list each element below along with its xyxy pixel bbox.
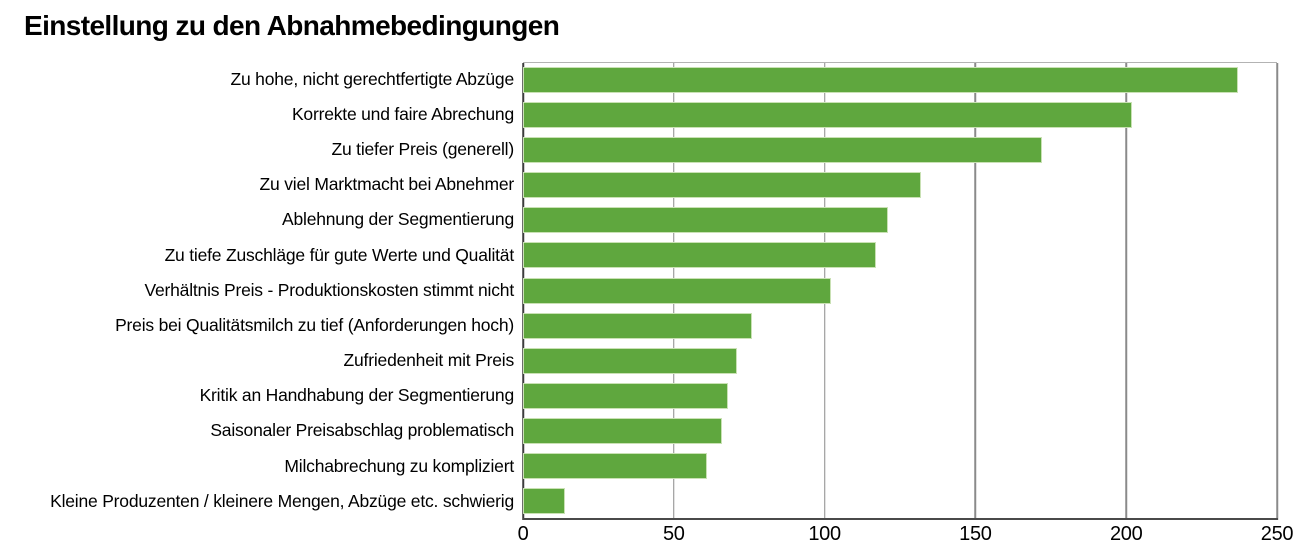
bar-track [523,453,1277,480]
category-label: Zu viel Marktmacht bei Abnehmer [259,174,515,195]
bar [523,66,1238,93]
chart-title: Einstellung zu den Abnahmebedingungen [24,10,560,41]
x-tick-label: 100 [808,523,841,545]
bar-track [523,382,1277,409]
category-label: Milchabrechung zu kompliziert [284,455,514,476]
gridline [974,63,977,520]
bar-row: Zu hohe, nicht gerechtfertigte Abzüge [0,62,1308,97]
bar-row: Milchabrechung zu kompliziert [0,449,1308,484]
x-tick-label: 150 [959,523,992,545]
bar-row: Kleine Produzenten / kleinere Mengen, Ab… [0,484,1308,519]
bar-row: Zu tiefe Zuschläge für gute Werte und Qu… [0,238,1308,273]
bar-row: Korrekte und faire Abrechung [0,97,1308,132]
bar-rows: Zu hohe, nicht gerechtfertigte Abzüge Kor… [0,62,1308,519]
bar-track [523,312,1277,339]
gridline [1276,63,1278,520]
bar [523,312,753,339]
bar-row: Kritik an Handhabung der Segmentierung [0,378,1308,413]
bar-track [523,207,1277,234]
category-label: Verhältnis Preis - Produktionskosten sti… [144,279,514,300]
category-label: Korrekte und faire Abrechung [291,103,514,124]
category-label: Zu tiefer Preis (generell) [331,139,514,160]
bar-track [523,418,1277,445]
bar-track [523,101,1277,128]
bar [523,453,707,480]
category-label: Ablehnung der Segmentierung [282,209,514,230]
bar-row: Zu viel Marktmacht bei Abnehmer [0,167,1308,202]
bar [523,382,729,409]
bar-track [523,347,1277,374]
category-label: Kleine Produzenten / kleinere Mengen, Ab… [50,490,514,511]
bar-track [523,488,1277,515]
bar [523,172,922,199]
bar-row: Verhältnis Preis - Produktionskosten sti… [0,273,1308,308]
category-label: Saisonaler Preisabschlag problematisch [210,420,514,441]
x-axis-line [523,518,1278,520]
bar [523,347,738,374]
bar [523,242,876,269]
x-axis-labels: 0 50 100 150 200 250 [518,523,1294,549]
category-label: Kritik an Handhabung der Segmentierung [199,385,515,406]
bar-row: Saisonaler Preisabschlag problematisch [0,414,1308,449]
bar-row: Zufriedenheit mit Preis [0,343,1308,378]
category-label: Zufriedenheit mit Preis [343,350,515,371]
category-label: Zu hohe, nicht gerechtfertigte Abzüge [230,68,515,89]
x-tick-label: 250 [1260,523,1294,545]
bar-row: Zu tiefer Preis (generell) [0,132,1308,167]
gridline [1125,63,1127,520]
category-label: Zu tiefe Zuschläge für gute Werte und Qu… [164,244,515,265]
x-tick-label: 0 [517,523,529,545]
bar-track [523,172,1277,199]
bar [523,488,566,515]
bar [523,418,723,445]
x-tick-label: 50 [662,523,685,545]
bar-track [523,242,1277,269]
x-tick-label: 200 [1109,523,1143,545]
bar [523,277,831,304]
bar [523,101,1133,128]
category-label: Preis bei Qualitätsmilch zu tief (Anford… [115,314,514,335]
bar-row: Ablehnung der Segmentierung [0,203,1308,238]
bar [523,136,1042,163]
bar [523,207,888,234]
bar-track [523,66,1277,93]
bar-row: Preis bei Qualitätsmilch zu tief (Anford… [0,308,1308,343]
bar-track [523,136,1277,163]
bar-track [523,277,1277,304]
